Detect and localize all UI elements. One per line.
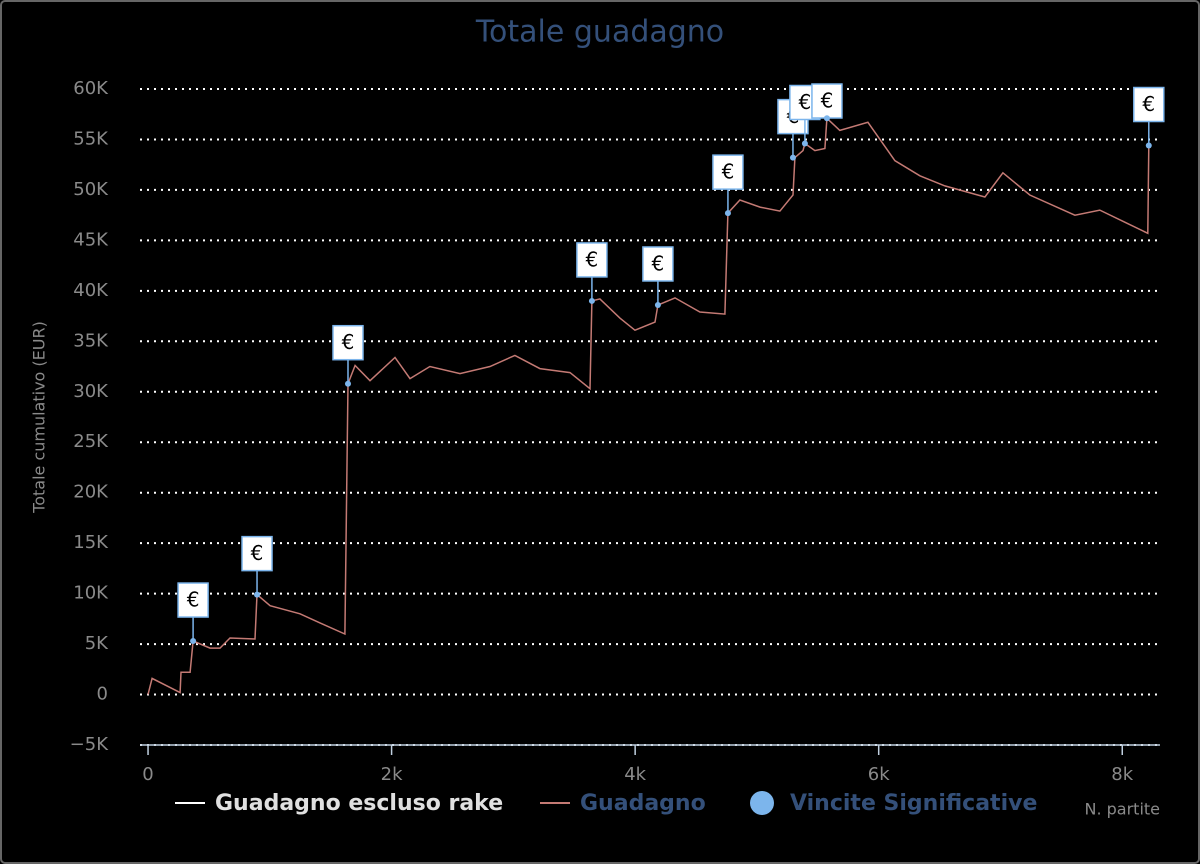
y-tick-label: 35K <box>73 330 109 351</box>
flag-point <box>823 115 830 122</box>
chart-title: Totale guadagno <box>475 15 724 50</box>
flag-point <box>344 380 351 387</box>
y-tick-label: 40K <box>73 280 109 301</box>
x-tick-label: 2k <box>381 764 403 785</box>
flag: € <box>177 582 209 645</box>
flag: € <box>642 246 674 308</box>
flag-label: € <box>722 160 735 184</box>
x-tick-label: 8k <box>1111 764 1133 785</box>
flag-label: € <box>586 247 599 271</box>
flag-point <box>190 638 197 645</box>
y-tick-label: 50K <box>73 179 109 200</box>
y-tick-label: 60K <box>73 78 109 99</box>
flag-point <box>789 154 796 161</box>
flag-label: € <box>187 588 200 612</box>
flag: € <box>576 242 608 304</box>
flag: € <box>712 154 744 217</box>
y-axis-title: Totale cumulativo (EUR) <box>30 321 49 514</box>
flag-label: € <box>799 90 812 114</box>
legend-symbol <box>750 791 774 815</box>
flag-box <box>642 246 674 282</box>
flag-box <box>1133 86 1165 123</box>
flag: € <box>811 83 843 122</box>
flag-point <box>588 297 595 304</box>
flag-point <box>801 140 808 147</box>
flag-label: € <box>342 330 355 354</box>
y-tick-label: 20K <box>73 482 109 503</box>
flag-label: € <box>1142 92 1155 116</box>
flag-box <box>811 83 843 119</box>
flag-point <box>1145 142 1152 149</box>
y-tick-label: 25K <box>73 431 109 452</box>
flag-box <box>712 154 744 190</box>
flag-point <box>724 210 731 217</box>
flag-point <box>654 301 661 308</box>
y-tick-label: 10K <box>73 583 109 604</box>
flag-box <box>332 324 364 361</box>
x-tick-label: 4k <box>624 764 646 785</box>
x-tick-label: 0 <box>142 764 153 785</box>
y-tick-label: 45K <box>73 229 109 250</box>
flag-box <box>241 535 273 572</box>
flag-label: € <box>821 89 834 113</box>
flag-label: € <box>251 541 264 565</box>
legend-label: Vincite Significative <box>790 791 1037 816</box>
y-tick-label: 5K <box>85 633 109 654</box>
flag-box <box>177 582 209 618</box>
y-tick-label: 0 <box>97 684 108 705</box>
x-tick-label: 6k <box>868 764 890 785</box>
flag-label: € <box>652 251 665 275</box>
y-tick-label: −5K <box>70 734 110 755</box>
y-tick-label: 30K <box>73 381 109 402</box>
flag-box <box>576 242 608 278</box>
series-line <box>147 116 1150 695</box>
y-tick-label: 15K <box>73 532 109 553</box>
legend-label: Guadagno <box>580 791 706 816</box>
y-tick-label: 55K <box>73 128 109 149</box>
flag: € <box>332 324 364 387</box>
legend-label: Guadagno escluso rake <box>215 791 503 816</box>
flag-point <box>254 591 261 598</box>
flag: € <box>241 535 273 598</box>
x-axis-title: N. partite <box>1084 800 1160 819</box>
flag: € <box>1133 86 1165 149</box>
